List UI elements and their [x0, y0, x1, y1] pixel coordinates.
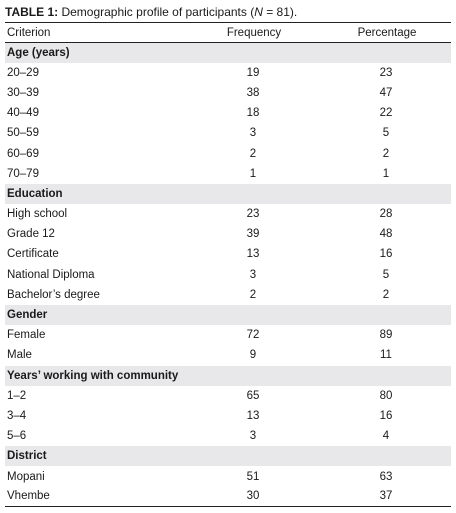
table-row: Mopani 51 63	[5, 466, 451, 486]
cell-criterion: 70–79	[7, 167, 39, 180]
table-caption: TABLE 1: Demographic profile of particip…	[5, 4, 451, 22]
group-row: Years’ working with community	[5, 365, 451, 386]
group-title: District	[5, 446, 451, 467]
cell-criterion: High school	[7, 208, 68, 221]
cell-frequency: 3	[249, 127, 257, 140]
header-percentage: Percentage	[321, 22, 451, 43]
group-row: Education	[5, 183, 451, 204]
caption-text: Demographic profile of participants (	[58, 5, 255, 19]
cell-frequency: 2	[249, 147, 257, 160]
table-row: 20–29 19 23	[5, 63, 451, 83]
group-title: Age (years)	[5, 42, 451, 63]
cell-frequency: 2	[249, 288, 257, 301]
cell-criterion: Certificate	[7, 248, 59, 261]
table-row: 30–39 38 47	[5, 83, 451, 103]
cell-criterion: Bachelor’s degree	[7, 288, 100, 301]
table-row: 50–59 3 5	[5, 123, 451, 143]
table-row: 70–79 1 1	[5, 164, 451, 184]
cell-percentage: 4	[382, 430, 390, 443]
cell-frequency: 30	[185, 486, 321, 508]
group-row: Gender	[5, 304, 451, 326]
cell-frequency: 38	[246, 86, 260, 99]
table-row: Vhembe 30 37	[5, 486, 451, 508]
table-row: Bachelor’s degree 2 2	[5, 285, 451, 305]
cell-percentage: 2	[382, 288, 390, 301]
table-row: 60–69 2 2	[5, 143, 451, 163]
table-row: Male 9 11	[5, 345, 451, 365]
group-title: Years’ working with community	[5, 365, 451, 386]
cell-percentage: 23	[379, 66, 393, 79]
demographic-table: Criterion Frequency Percentage Age (year…	[5, 22, 451, 508]
cell-criterion: 30–39	[7, 86, 39, 99]
cell-frequency: 23	[246, 208, 260, 221]
cell-criterion: Male	[7, 349, 32, 362]
cell-criterion: Vhembe	[5, 486, 185, 508]
table-row: Certificate 13 16	[5, 244, 451, 264]
cell-criterion: 40–49	[7, 107, 39, 120]
cell-percentage: 89	[379, 329, 393, 342]
table-row: 3–4 13 16	[5, 406, 451, 426]
cell-criterion: 5–6	[7, 430, 27, 443]
group-row: District	[5, 446, 451, 467]
cell-frequency: 19	[246, 66, 260, 79]
caption-text-end: = 81).	[262, 5, 298, 19]
group-title: Gender	[5, 304, 451, 326]
table-row: 40–49 18 22	[5, 103, 451, 123]
cell-frequency: 18	[246, 107, 260, 120]
cell-criterion: 20–29	[7, 66, 39, 79]
cell-frequency: 39	[246, 228, 260, 241]
group-row: Age (years)	[5, 42, 451, 63]
header-row: Criterion Frequency Percentage	[5, 22, 451, 43]
cell-frequency: 1	[249, 167, 257, 180]
cell-percentage: 63	[379, 470, 393, 483]
table-row: Grade 12 39 48	[5, 224, 451, 244]
cell-percentage: 1	[382, 167, 390, 180]
cell-percentage: 16	[379, 409, 393, 422]
cell-frequency: 3	[249, 430, 257, 443]
cell-percentage: 28	[379, 208, 393, 221]
cell-frequency: 65	[246, 389, 260, 402]
cell-percentage: 16	[379, 248, 393, 261]
table-row: 5–6 3 4	[5, 426, 451, 446]
table-row: 1–2 65 80	[5, 386, 451, 406]
cell-percentage: 80	[379, 389, 393, 402]
cell-criterion: National Diploma	[7, 268, 95, 281]
cell-criterion: 1–2	[7, 389, 27, 402]
cell-frequency: 13	[246, 409, 260, 422]
caption-label: TABLE 1:	[5, 5, 59, 19]
cell-frequency: 13	[246, 248, 260, 261]
cell-criterion: Grade 12	[7, 228, 55, 241]
cell-frequency: 72	[246, 329, 260, 342]
caption-n-symbol: N	[254, 5, 263, 19]
table-row: National Diploma 3 5	[5, 265, 451, 285]
cell-criterion: 60–69	[7, 147, 39, 160]
cell-percentage: 2	[382, 147, 390, 160]
cell-criterion: 3–4	[7, 409, 27, 422]
cell-percentage: 47	[379, 86, 393, 99]
cell-criterion: Female	[7, 329, 46, 342]
cell-percentage: 5	[382, 127, 390, 140]
table-body: Age (years) 20–29 19 23 30–39 38 47 40–49 18 22 50…	[5, 42, 451, 508]
cell-frequency: 51	[246, 470, 260, 483]
cell-criterion: Mopani	[7, 470, 45, 483]
table-row: High school 23 28	[5, 204, 451, 224]
cell-frequency: 9	[249, 349, 257, 362]
header-frequency: Frequency	[185, 22, 321, 43]
cell-frequency: 3	[249, 268, 257, 281]
table-row: Female 72 89	[5, 325, 451, 345]
group-title: Education	[5, 183, 451, 204]
cell-percentage: 22	[379, 107, 393, 120]
cell-percentage: 11	[380, 349, 392, 362]
cell-percentage: 5	[382, 268, 390, 281]
cell-percentage: 48	[379, 228, 393, 241]
cell-percentage: 37	[321, 486, 451, 508]
cell-criterion: 50–59	[7, 127, 39, 140]
header-criterion: Criterion	[5, 22, 185, 43]
